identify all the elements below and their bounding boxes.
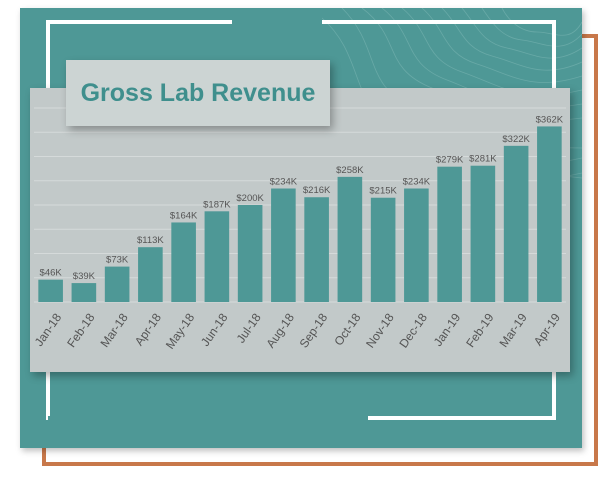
value-label: $258K (336, 165, 364, 176)
bar-jun-18 (204, 211, 230, 302)
x-tick-label: Aug-18 (263, 310, 297, 350)
bar-nov-18 (370, 197, 396, 302)
value-label: $46K (40, 268, 63, 279)
bar-feb-19 (470, 165, 496, 302)
bar-jan-18 (38, 279, 63, 302)
chart-card: $46K $39K $73K $113K $164K $187K $200K $234K $21… (30, 88, 570, 372)
value-label: $234K (270, 177, 298, 188)
x-tick-label: Jan-19 (431, 310, 464, 348)
x-tick-label: Dec-18 (396, 310, 430, 350)
value-label: $216K (303, 185, 331, 196)
value-label: $39K (73, 271, 96, 282)
x-tick-label: May-18 (163, 310, 198, 351)
x-tick-label: Sep-18 (297, 310, 331, 350)
value-label: $362K (536, 114, 564, 125)
bar-mar-19 (503, 145, 529, 302)
bar-aug-18 (271, 188, 296, 302)
chart-title: Gross Lab Revenue (80, 78, 316, 107)
bar-jul-18 (237, 205, 263, 302)
bar-jan-19 (437, 166, 462, 302)
value-label: $279K (436, 155, 464, 166)
x-tick-label: Apr-18 (132, 310, 164, 348)
x-tick-label: Oct-18 (331, 310, 363, 348)
bar-apr-19 (537, 126, 562, 303)
x-tick-label: Apr-19 (531, 310, 563, 348)
x-tick-label: Jan-18 (32, 310, 65, 348)
bars (38, 126, 562, 303)
x-tick-label: Feb-18 (64, 310, 97, 349)
chart-title-box: Gross Lab Revenue (66, 60, 330, 126)
value-label: $187K (203, 199, 231, 210)
bar-sep-18 (304, 197, 329, 302)
white-frame-gap-bottom (48, 416, 368, 420)
x-tick-label: Mar-19 (497, 310, 530, 349)
x-tick-label: Jun-18 (198, 310, 231, 348)
x-tick-label: Mar-18 (98, 310, 131, 349)
x-tick-label: Feb-19 (463, 310, 496, 349)
x-tick-label: Nov-18 (363, 310, 397, 350)
value-label: $234K (403, 177, 431, 188)
bar-may-18 (171, 222, 196, 302)
x-tick-label: Jul-18 (234, 310, 264, 345)
bar-oct-18 (337, 176, 363, 302)
value-label: $281K (469, 154, 497, 165)
value-label: $113K (137, 235, 164, 246)
value-label: $215K (369, 186, 397, 197)
value-labels: $46K $39K $73K $113K $164K $187K $200K $234K $21… (40, 114, 564, 282)
value-label: $322K (502, 134, 530, 145)
bar-apr-18 (138, 247, 163, 302)
value-label: $200K (236, 193, 264, 204)
bar-mar-18 (104, 266, 130, 302)
bar-feb-18 (71, 283, 97, 302)
bar-dec-18 (404, 188, 429, 302)
white-frame-gap-top (232, 20, 322, 24)
bar-chart: $46K $39K $73K $113K $164K $187K $200K $234K $21… (32, 107, 566, 352)
value-label: $73K (106, 255, 129, 266)
value-label: $164K (170, 210, 198, 221)
